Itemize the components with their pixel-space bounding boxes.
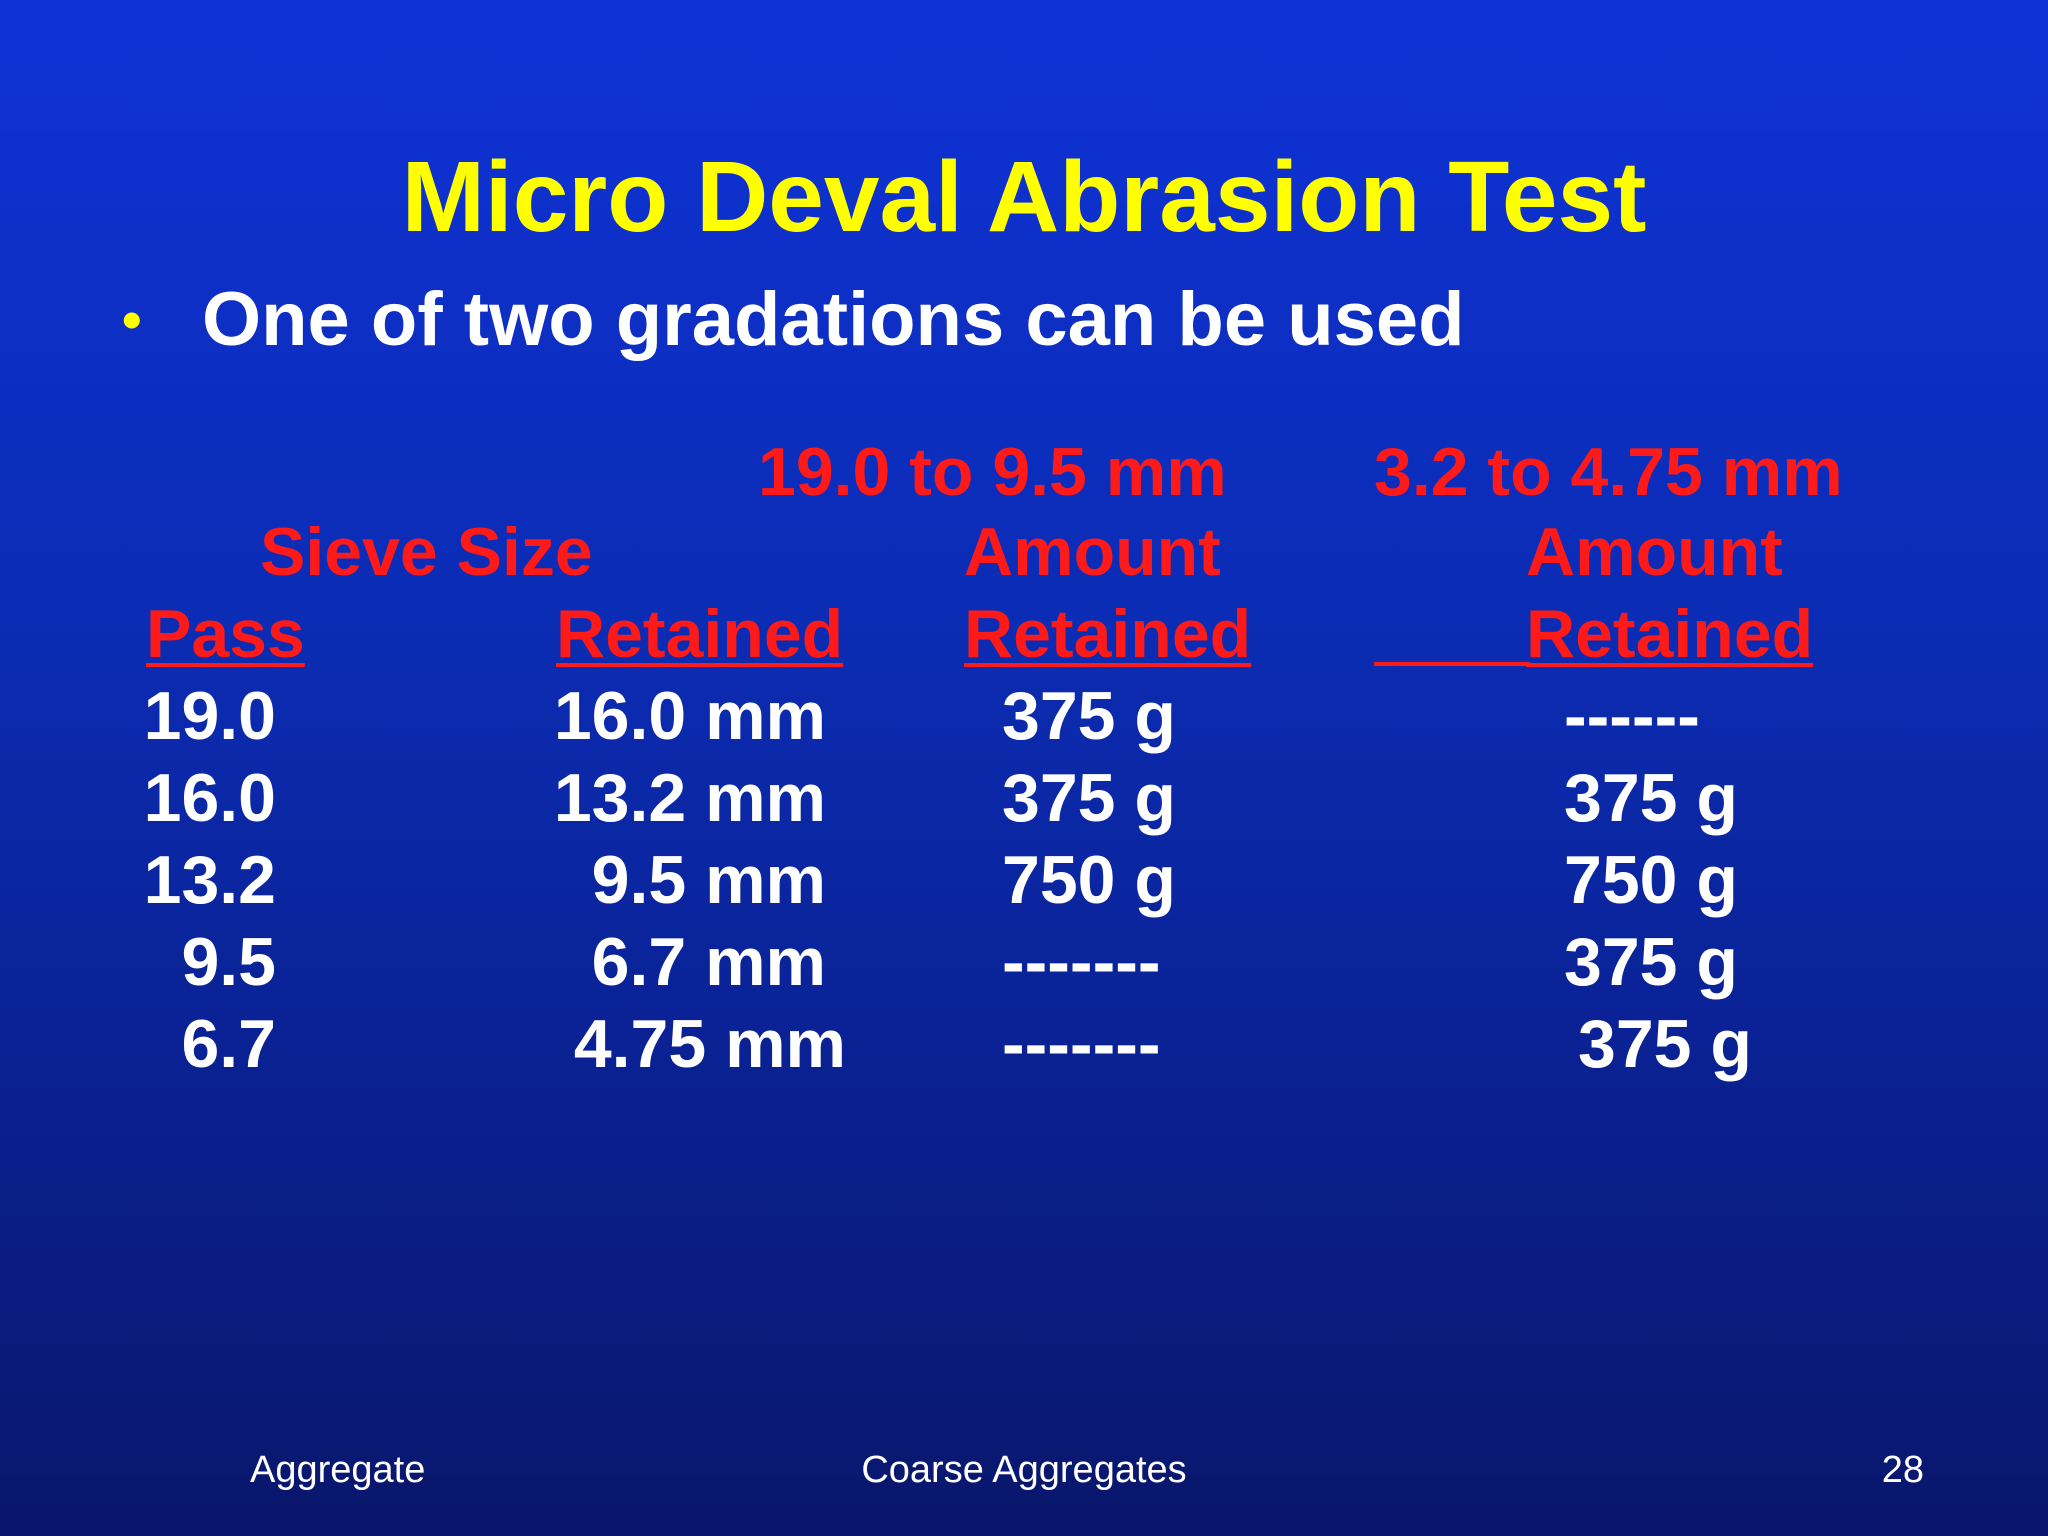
- bullet-dot-icon: •: [122, 288, 142, 351]
- sieve-size-header: Sieve Size: [260, 514, 593, 590]
- gradation-b-header: 3.2 to 4.75 mm: [1374, 434, 1843, 510]
- column-header-pass: Pass: [146, 596, 305, 672]
- page-number: 28: [1881, 1449, 1924, 1491]
- table-cell-retained: 9.5 mm: [591, 842, 826, 918]
- table-cell-amount-a: 375 g: [1002, 678, 1176, 754]
- table-cell-amount-b: ------: [1564, 678, 1700, 754]
- footer-center-text: Coarse Aggregates: [861, 1449, 1187, 1491]
- amount-b-header: Amount: [1526, 514, 1783, 590]
- table-cell-retained: 4.75 mm: [573, 1006, 846, 1082]
- table-cell-retained: 16.0 mm: [553, 678, 826, 754]
- table-cell-pass: 13.2: [143, 842, 276, 918]
- table-cell-retained: 6.7 mm: [591, 924, 826, 1000]
- column-header-amount-a-retained: Retained: [964, 596, 1252, 672]
- table-cell-amount-b: 375 g: [1578, 1006, 1752, 1082]
- table-cell-amount-a: 750 g: [1002, 842, 1176, 918]
- table-cell-pass: 6.7: [181, 1006, 276, 1082]
- bullet-text: One of two gradations can be used: [202, 277, 1465, 362]
- table-cell-retained: 13.2 mm: [553, 760, 826, 836]
- table-cell-pass: 19.0: [143, 678, 276, 754]
- table-cell-amount-b: 375 g: [1564, 760, 1738, 836]
- gradation-a-header: 19.0 to 9.5 mm: [758, 434, 1227, 510]
- column-header-amount-b-retained: Retained: [1526, 596, 1814, 672]
- column-header-retained: Retained: [556, 596, 844, 672]
- slide-title: Micro Deval Abrasion Test: [401, 141, 1647, 253]
- table-cell-amount-b: 375 g: [1564, 924, 1738, 1000]
- table-cell-amount-a: 375 g: [1002, 760, 1176, 836]
- table-cell-pass: 16.0: [143, 760, 276, 836]
- amount-a-header: Amount: [964, 514, 1221, 590]
- footer-left-text: Aggregate: [250, 1449, 426, 1491]
- table-cell-amount-a: -------: [1002, 1006, 1161, 1082]
- table-cell-amount-b: 750 g: [1564, 842, 1738, 918]
- table-cell-pass: 9.5: [181, 924, 276, 1000]
- table-cell-amount-a: -------: [1002, 924, 1161, 1000]
- column-header-underline: [1374, 662, 1530, 666]
